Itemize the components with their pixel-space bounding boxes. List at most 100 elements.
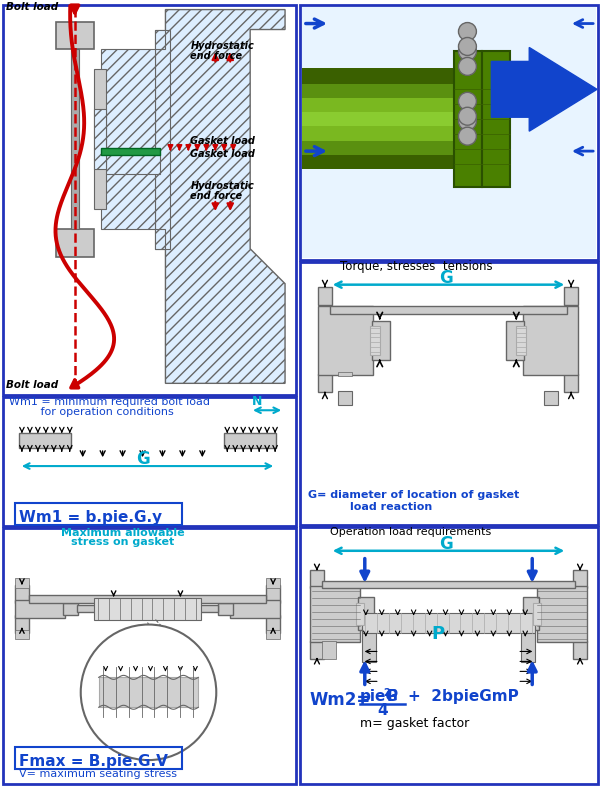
Bar [56, 229, 94, 257]
Bar [362, 627, 376, 663]
Text: end force: end force [191, 191, 242, 201]
Bar [15, 585, 29, 603]
Bar [15, 503, 182, 525]
Circle shape [459, 42, 477, 61]
Text: V= maximum seating stress: V= maximum seating stress [19, 769, 177, 779]
Bar [63, 603, 78, 615]
Bar [302, 111, 489, 127]
Bar [310, 586, 360, 642]
Circle shape [459, 107, 477, 125]
Text: Bolt load: Bolt load [6, 380, 58, 390]
Bar [338, 372, 352, 376]
Bar [302, 125, 489, 141]
Text: G: G [439, 535, 453, 552]
Bar [99, 678, 198, 708]
Bar [266, 585, 280, 603]
Text: for operation conditions: for operation conditions [9, 407, 174, 417]
Bar [29, 595, 266, 603]
Bar [15, 630, 29, 640]
Text: G: G [439, 268, 453, 286]
Bar [302, 139, 489, 155]
Text: Hydrostatic: Hydrostatic [191, 42, 254, 51]
Bar [564, 375, 578, 392]
Bar [483, 51, 510, 187]
Bar [3, 528, 296, 784]
Circle shape [459, 113, 477, 130]
Polygon shape [100, 30, 165, 249]
Text: P: P [432, 626, 445, 644]
Bar [370, 326, 380, 356]
Bar [100, 148, 160, 155]
Bar [15, 747, 182, 769]
Bar [94, 69, 106, 209]
Bar [300, 527, 598, 784]
Bar [3, 397, 296, 526]
Text: G= diameter of location of gasket: G= diameter of location of gasket [308, 490, 519, 500]
Circle shape [459, 23, 477, 40]
Text: Gasket load: Gasket load [191, 136, 255, 146]
Polygon shape [492, 47, 597, 131]
Bar [516, 326, 526, 356]
Bar [194, 604, 218, 611]
Bar [230, 600, 280, 618]
Text: Bolt load: Bolt load [6, 2, 58, 12]
Text: Hydrostatic: Hydrostatic [191, 181, 254, 191]
Bar [302, 6, 596, 258]
Text: Wm1 = b.pie.G.y: Wm1 = b.pie.G.y [19, 510, 162, 525]
Bar [372, 320, 389, 360]
Bar [310, 570, 324, 588]
Bar [544, 391, 558, 405]
Bar [506, 320, 524, 360]
Circle shape [459, 57, 477, 76]
Bar [537, 586, 587, 642]
Bar [322, 581, 575, 588]
Circle shape [459, 38, 477, 55]
Text: pieG: pieG [360, 689, 398, 704]
Text: G: G [136, 450, 150, 468]
Bar [533, 603, 541, 625]
Bar [302, 97, 489, 112]
Bar [322, 641, 336, 660]
Text: stress on gasket: stress on gasket [71, 537, 174, 547]
Bar [523, 305, 578, 375]
Bar [266, 630, 280, 640]
Bar [358, 597, 374, 630]
Text: load reaction: load reaction [350, 502, 432, 512]
Bar [15, 615, 29, 633]
Bar [302, 83, 489, 98]
Bar [15, 600, 65, 618]
Bar [573, 641, 587, 660]
Bar [266, 615, 280, 633]
Bar [338, 391, 352, 405]
Bar [362, 612, 535, 633]
Text: m= gasket factor: m= gasket factor [360, 717, 469, 730]
Bar [94, 597, 201, 619]
Bar [156, 30, 171, 249]
Bar [573, 570, 587, 588]
Bar [523, 597, 539, 630]
Text: Wm1 = minimum required bolt load: Wm1 = minimum required bolt load [9, 397, 210, 407]
Text: 2: 2 [383, 689, 391, 698]
Bar [77, 604, 102, 611]
Bar [266, 578, 280, 588]
Text: end force: end force [191, 51, 242, 61]
Circle shape [459, 127, 477, 145]
Bar [330, 305, 567, 313]
Bar [310, 641, 324, 660]
Bar [15, 578, 29, 588]
Text: Fmax = B.pie.G.V: Fmax = B.pie.G.V [19, 754, 168, 769]
Bar [3, 5, 296, 395]
Circle shape [81, 625, 216, 760]
Text: Gasket load: Gasket load [191, 149, 255, 159]
Bar [100, 154, 160, 174]
Bar [356, 603, 364, 625]
Bar [300, 262, 598, 525]
Bar [521, 627, 535, 663]
Circle shape [459, 92, 477, 110]
Polygon shape [165, 9, 285, 383]
Bar [218, 603, 233, 615]
Bar [564, 286, 578, 305]
Bar [94, 109, 106, 169]
Bar [302, 153, 489, 169]
Bar [56, 21, 94, 50]
